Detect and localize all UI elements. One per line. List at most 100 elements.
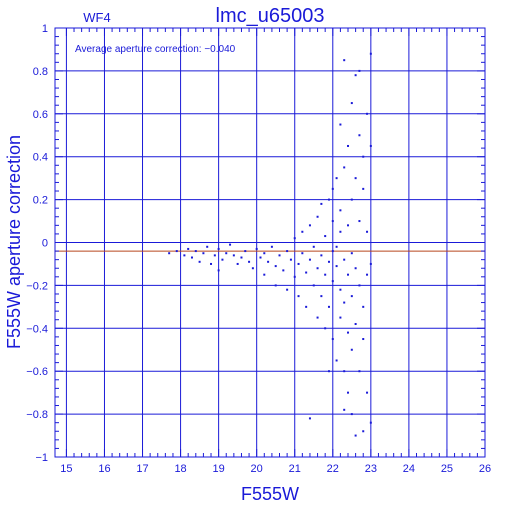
data-point (354, 434, 357, 437)
data-point (369, 421, 372, 424)
data-point (259, 256, 262, 259)
data-point (324, 273, 327, 276)
y-tick-label: −0.4 (26, 323, 48, 335)
data-point (339, 123, 342, 126)
data-point (339, 316, 342, 319)
data-point (350, 295, 353, 298)
data-point (282, 269, 285, 272)
data-point (335, 359, 338, 362)
data-point (206, 245, 209, 248)
data-point (305, 305, 308, 308)
data-point (324, 327, 327, 330)
data-point (236, 262, 239, 265)
data-point (232, 254, 235, 257)
chart-title: lmc_u65003 (216, 5, 325, 27)
data-point (366, 273, 369, 276)
data-point (350, 348, 353, 351)
data-point (312, 245, 315, 248)
data-point (331, 220, 334, 223)
data-point (366, 112, 369, 115)
x-tick-label: 25 (441, 463, 453, 475)
data-point (362, 338, 365, 341)
data-point (335, 245, 338, 248)
data-point (194, 250, 197, 253)
data-point (343, 59, 346, 62)
data-point (251, 267, 254, 270)
data-point (366, 391, 369, 394)
data-point (187, 247, 190, 250)
y-axis-label: F555W aperture correction (4, 135, 24, 349)
y-tick-label: 0.6 (33, 109, 48, 121)
data-point (343, 301, 346, 304)
x-tick-label: 17 (136, 463, 148, 475)
x-tick-label: 21 (289, 463, 301, 475)
x-tick-label: 18 (174, 463, 186, 475)
data-point (347, 273, 350, 276)
data-point (347, 331, 350, 334)
data-point (358, 134, 361, 137)
x-axis-label: F555W (241, 484, 299, 504)
data-point (316, 267, 319, 270)
data-point (308, 224, 311, 227)
data-point (369, 262, 372, 265)
data-point (263, 273, 266, 276)
data-point (347, 144, 350, 147)
axes: 15 16 17 18 19 20 21 22 23 24 25 26 −1 −0.8 −0.6 −0.4 −0… (26, 23, 491, 475)
data-point (274, 265, 277, 268)
data-point (297, 262, 300, 265)
data-point (350, 102, 353, 105)
x-tick-label: 19 (213, 463, 225, 475)
data-point (343, 258, 346, 261)
data-point (289, 258, 292, 261)
data-point (293, 237, 296, 240)
data-point (320, 202, 323, 205)
average-correction-note: Average aperture correction: −0.040 (75, 44, 236, 55)
data-point (202, 252, 205, 255)
reference-lines (55, 242, 485, 252)
data-point (358, 370, 361, 373)
data-point (350, 198, 353, 201)
data-point (358, 284, 361, 287)
data-point (339, 288, 342, 291)
data-point (217, 269, 220, 272)
data-point (308, 258, 311, 261)
data-point (335, 177, 338, 180)
y-tick-label: −0.2 (26, 280, 48, 292)
data-point (301, 230, 304, 233)
data-point (244, 250, 247, 253)
data-point (366, 230, 369, 233)
data-point (347, 391, 350, 394)
data-point (320, 254, 323, 257)
data-point (354, 74, 357, 77)
y-tick-label: 0.4 (33, 152, 48, 164)
data-point (240, 256, 243, 259)
data-point (221, 258, 224, 261)
data-point (358, 69, 361, 72)
data-point (210, 262, 213, 265)
data-point (190, 256, 193, 259)
data-point (293, 275, 296, 278)
data-point (175, 250, 178, 253)
x-tick-label: 22 (327, 463, 339, 475)
data-point (362, 187, 365, 190)
data-point (183, 254, 186, 257)
y-tick-label: 0 (42, 238, 48, 250)
x-tick-label: 16 (98, 463, 110, 475)
data-point (339, 230, 342, 233)
data-point (369, 144, 372, 147)
y-tick-label: 1 (42, 23, 48, 35)
y-tick-label: 0.2 (33, 195, 48, 207)
x-tick-label: 23 (365, 463, 377, 475)
data-point (335, 265, 338, 268)
data-point (168, 252, 171, 255)
data-point (267, 260, 270, 263)
data-point (286, 250, 289, 253)
data-point (350, 413, 353, 416)
data-point (362, 305, 365, 308)
data-point (362, 155, 365, 158)
data-point (270, 245, 273, 248)
chip-label: WF4 (83, 10, 110, 25)
data-point (339, 209, 342, 212)
data-point (327, 198, 330, 201)
